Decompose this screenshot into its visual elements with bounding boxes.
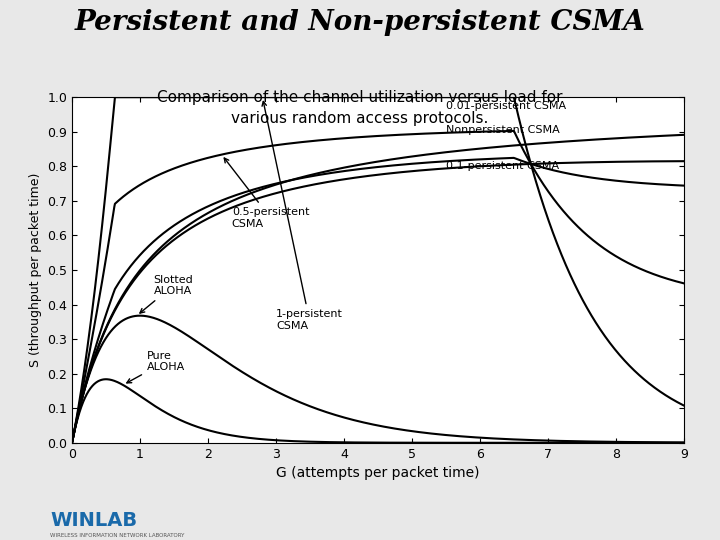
Text: Slotted
ALOHA: Slotted ALOHA	[140, 275, 194, 313]
Text: various random access protocols.: various random access protocols.	[231, 111, 489, 126]
Text: 0.1-persistent CSMA: 0.1-persistent CSMA	[446, 161, 559, 171]
Text: WIRELESS INFORMATION NETWORK LABORATORY: WIRELESS INFORMATION NETWORK LABORATORY	[50, 532, 185, 538]
Text: Nonpersistent CSMA: Nonpersistent CSMA	[446, 125, 559, 135]
Y-axis label: S (throughput per packet time): S (throughput per packet time)	[29, 173, 42, 367]
X-axis label: G (attempts per packet time): G (attempts per packet time)	[276, 466, 480, 480]
Text: 0.01-persistent CSMA: 0.01-persistent CSMA	[446, 101, 566, 111]
Text: 1-persistent
CSMA: 1-persistent CSMA	[262, 102, 343, 331]
Text: Comparison of the channel utilization versus load for: Comparison of the channel utilization ve…	[157, 90, 563, 105]
Text: Persistent and Non-persistent CSMA: Persistent and Non-persistent CSMA	[75, 9, 645, 36]
Text: WINLAB: WINLAB	[50, 511, 138, 530]
Text: 0.5-persistent
CSMA: 0.5-persistent CSMA	[224, 158, 310, 229]
Text: Pure
ALOHA: Pure ALOHA	[127, 350, 185, 383]
